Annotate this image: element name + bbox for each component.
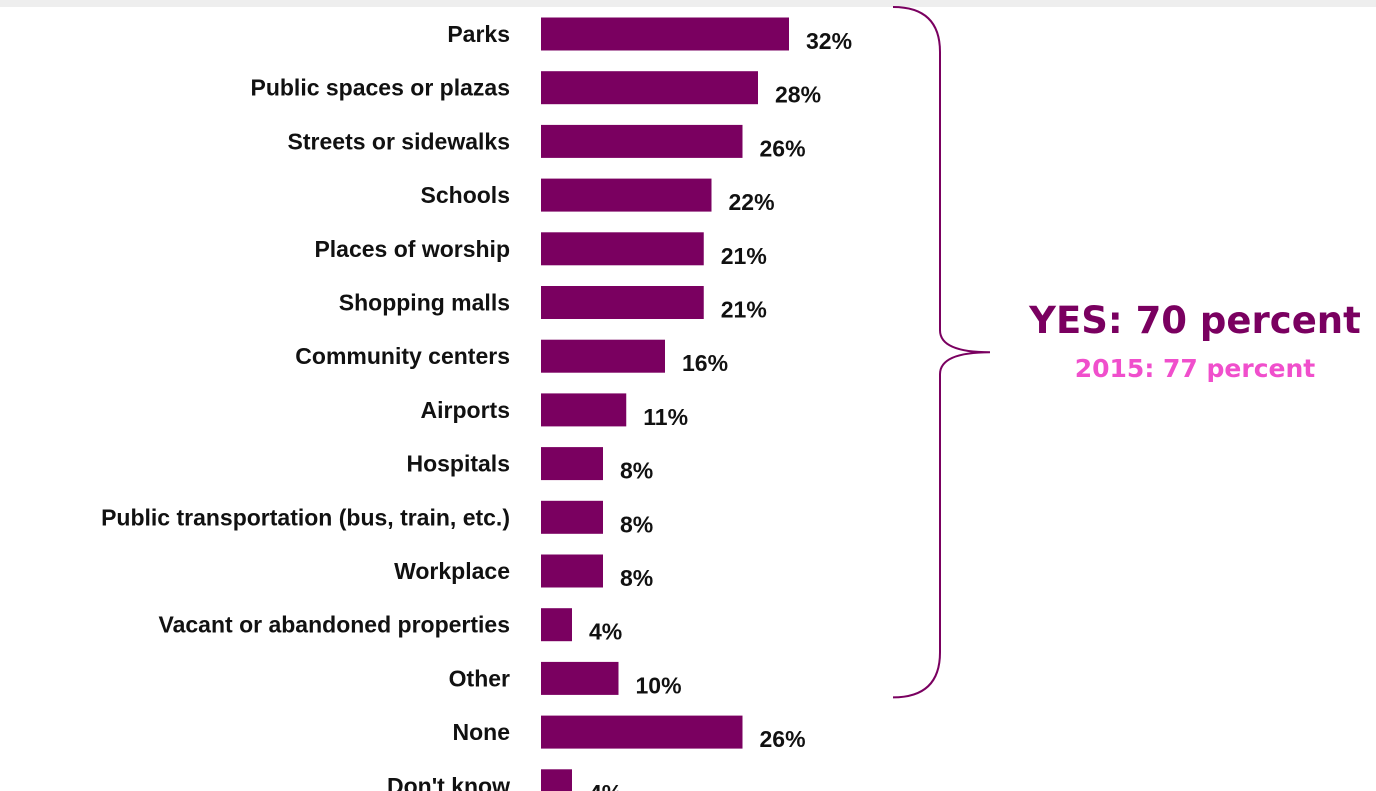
bar-none (541, 715, 743, 749)
category-label-airports: Airports (421, 397, 510, 423)
value-label-don-t-know: 4% (589, 780, 622, 791)
category-label-public-transportation-bus-train-etc: Public transportation (bus, train, etc.) (101, 504, 510, 530)
bar-other (541, 661, 619, 695)
value-label-places-of-worship: 21% (721, 243, 767, 269)
category-label-public-spaces-or-plazas: Public spaces or plazas (250, 75, 510, 101)
category-label-community-centers: Community centers (295, 343, 510, 369)
category-label-none: None (453, 719, 511, 745)
category-label-parks: Parks (447, 21, 510, 47)
value-label-community-centers: 16% (682, 350, 728, 376)
bar-community-centers (541, 339, 665, 373)
value-label-hospitals: 8% (620, 458, 653, 484)
bar-shopping-malls (541, 286, 704, 319)
bar-public-transportation-bus-train-etc (541, 500, 603, 534)
value-label-workplace: 8% (620, 565, 653, 591)
bar-schools (541, 178, 712, 212)
category-label-don-t-know: Don't know (387, 773, 510, 791)
bar-parks (541, 17, 789, 51)
category-label-other: Other (449, 665, 510, 691)
bar-streets-or-sidewalks (541, 124, 743, 158)
category-label-streets-or-sidewalks: Streets or sidewalks (288, 128, 510, 154)
value-label-parks: 32% (806, 28, 852, 54)
value-label-airports: 11% (643, 404, 688, 430)
value-label-none: 26% (760, 726, 806, 752)
bars-group: Parks 32% Public spaces or plazas 28% Street… (101, 17, 852, 791)
yes-bracket (892, 6, 991, 699)
prior-year-summary-label: 2015: 77 percent (1075, 354, 1316, 383)
value-label-shopping-malls: 21% (721, 297, 767, 323)
category-label-schools: Schools (421, 182, 510, 208)
category-label-workplace: Workplace (394, 558, 510, 584)
bar-workplace (541, 554, 603, 588)
bar-public-spaces-or-plazas (541, 71, 758, 105)
category-label-vacant-or-abandoned-properties: Vacant or abandoned properties (159, 612, 510, 638)
yes-summary-label: YES: 70 percent (1028, 299, 1361, 342)
bar-places-of-worship (541, 232, 704, 266)
value-label-public-spaces-or-plazas: 28% (775, 82, 821, 108)
value-label-schools: 22% (729, 189, 775, 215)
bar-airports (541, 393, 627, 427)
value-label-public-transportation-bus-train-etc: 8% (620, 511, 653, 537)
top-strip (0, 0, 1376, 7)
category-label-shopping-malls: Shopping malls (339, 290, 510, 316)
bar-vacant-or-abandoned-properties (541, 608, 572, 642)
value-label-vacant-or-abandoned-properties: 4% (589, 619, 622, 645)
category-label-places-of-worship: Places of worship (314, 236, 510, 262)
category-label-hospitals: Hospitals (406, 451, 510, 477)
value-label-streets-or-sidewalks: 26% (760, 135, 806, 161)
bar-hospitals (541, 447, 603, 481)
bar-don-t-know (541, 769, 572, 791)
value-label-other: 10% (636, 672, 682, 698)
